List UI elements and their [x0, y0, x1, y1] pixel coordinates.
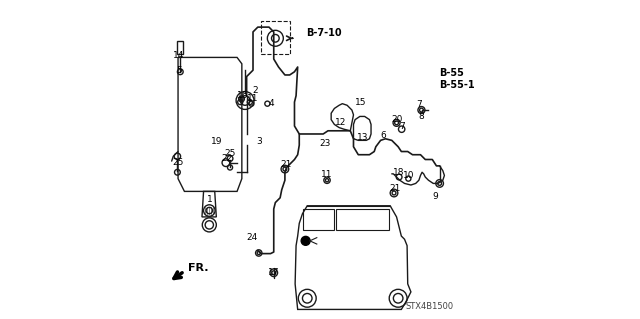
Text: 4: 4 — [268, 99, 274, 108]
Text: B-55: B-55 — [440, 68, 465, 78]
Text: 8: 8 — [419, 112, 424, 121]
Text: 21: 21 — [389, 184, 401, 193]
Bar — [177, 41, 184, 54]
Text: 12: 12 — [335, 118, 347, 127]
Text: 10: 10 — [403, 171, 415, 180]
Text: 24: 24 — [246, 233, 258, 242]
Text: 13: 13 — [357, 133, 369, 142]
Text: FR.: FR. — [188, 263, 209, 273]
Text: 11: 11 — [321, 170, 333, 179]
Text: 18: 18 — [394, 168, 405, 177]
Text: 20: 20 — [392, 115, 403, 124]
Text: 21: 21 — [280, 160, 291, 169]
Text: 22: 22 — [221, 154, 232, 163]
Text: 3: 3 — [257, 137, 262, 146]
Text: 19: 19 — [211, 137, 223, 146]
Text: 11: 11 — [247, 94, 259, 103]
Text: 1: 1 — [207, 195, 213, 204]
Text: 14: 14 — [173, 51, 185, 60]
Text: 25: 25 — [225, 149, 236, 158]
Text: 7: 7 — [416, 100, 422, 109]
Text: STX4B1500: STX4B1500 — [406, 302, 454, 311]
Text: 15: 15 — [355, 98, 366, 107]
Text: 9: 9 — [433, 192, 438, 201]
Text: 23: 23 — [320, 139, 331, 148]
Text: 16: 16 — [237, 91, 248, 100]
Text: 7: 7 — [399, 122, 405, 131]
Text: 5: 5 — [177, 66, 182, 75]
Text: B-55-1: B-55-1 — [440, 79, 476, 90]
Text: 2: 2 — [252, 86, 258, 95]
Text: 6: 6 — [380, 131, 386, 140]
Circle shape — [301, 236, 310, 245]
Text: 25: 25 — [172, 158, 184, 167]
Text: 17: 17 — [268, 268, 280, 277]
Text: B-7-10: B-7-10 — [306, 28, 341, 39]
